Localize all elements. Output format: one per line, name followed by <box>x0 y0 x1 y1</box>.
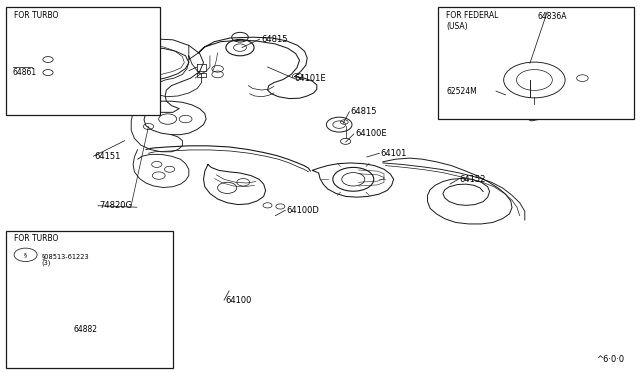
Text: §: § <box>24 252 27 257</box>
Text: 64882: 64882 <box>74 325 98 334</box>
Text: 64836A: 64836A <box>538 12 567 21</box>
Text: 74820G: 74820G <box>99 201 132 210</box>
Text: 64100D: 64100D <box>287 206 319 215</box>
Text: §08513-61223
(3): §08513-61223 (3) <box>42 253 89 266</box>
Text: 64151: 64151 <box>95 152 121 161</box>
Text: 64101: 64101 <box>381 149 407 158</box>
Text: FOR TURBO: FOR TURBO <box>14 11 58 20</box>
Text: FOR FEDERAL
(USA): FOR FEDERAL (USA) <box>446 11 499 31</box>
Text: 64101E: 64101E <box>294 74 326 83</box>
Text: 64815: 64815 <box>351 107 377 116</box>
Text: 62524M: 62524M <box>446 87 477 96</box>
Text: ^6·0·0: ^6·0·0 <box>596 355 624 364</box>
Text: 64152: 64152 <box>460 175 486 184</box>
Text: FOR TURBO: FOR TURBO <box>14 234 58 243</box>
Bar <box>438 7 634 119</box>
Bar <box>6 231 173 368</box>
Text: 64100E: 64100E <box>355 129 387 138</box>
Text: 64815: 64815 <box>261 35 287 44</box>
Text: 64861: 64861 <box>13 68 37 77</box>
Bar <box>6 7 160 115</box>
Text: 64100: 64100 <box>225 296 252 305</box>
